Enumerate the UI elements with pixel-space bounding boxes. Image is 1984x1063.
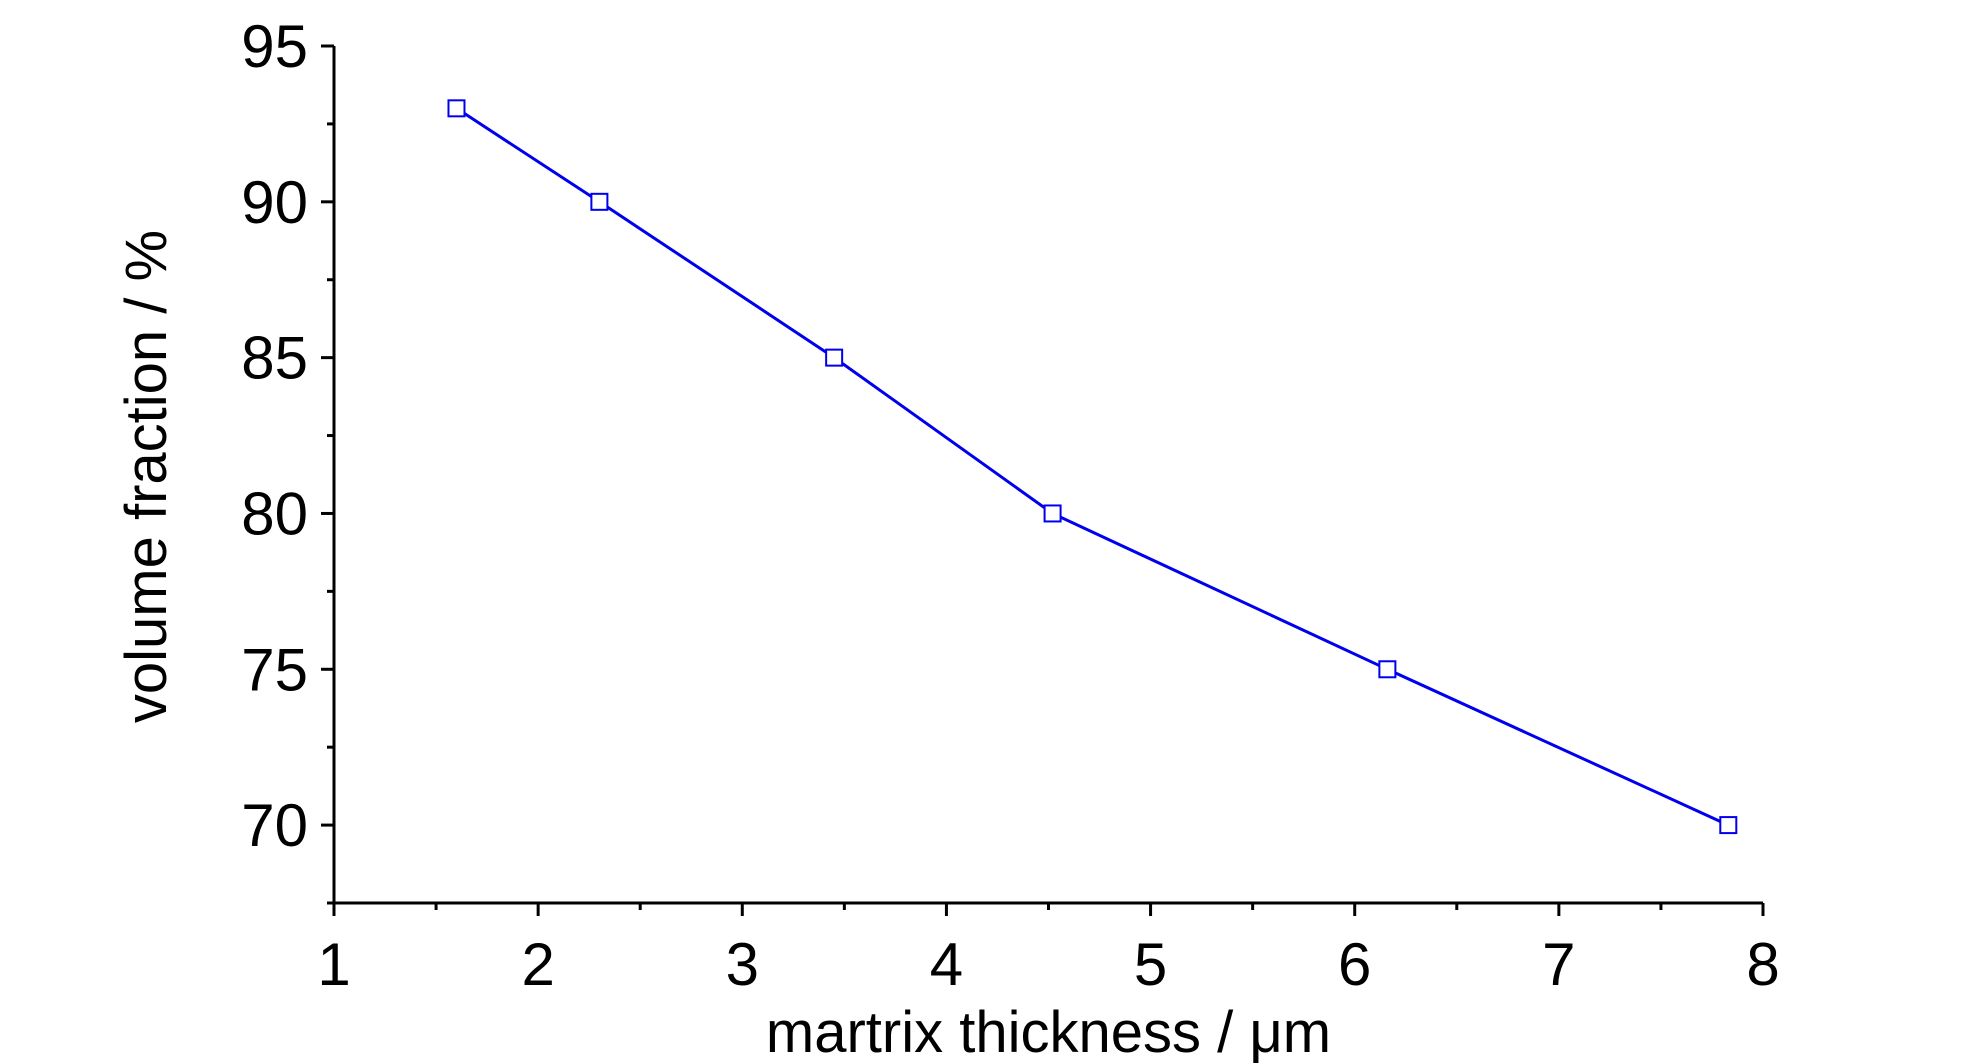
- data-point: [447, 99, 466, 118]
- data-point: [1378, 660, 1397, 679]
- data-point: [1043, 504, 1062, 523]
- y-tick-label: 95: [241, 13, 308, 80]
- x-tick-label: 6: [1338, 931, 1371, 998]
- x-tick-label: 2: [521, 931, 554, 998]
- data-point: [1719, 816, 1738, 835]
- y-axis-ticks: 70 75 80 85 90 95: [241, 13, 334, 905]
- data-point: [590, 192, 609, 211]
- y-tick-label: 75: [241, 636, 308, 703]
- series-layer: [447, 99, 1738, 835]
- y-tick-label: 85: [241, 325, 308, 392]
- x-axis-ticks: 1 2 3 4 5 6 7 8: [317, 903, 1780, 998]
- series-line: [455, 107, 1729, 827]
- x-tick-label: 7: [1542, 931, 1575, 998]
- y-axis-title: volume fraction / %: [114, 230, 179, 723]
- x-tick-label: 8: [1746, 931, 1779, 998]
- y-tick-label: 90: [241, 169, 308, 236]
- y-tick-label: 70: [241, 792, 308, 859]
- x-tick-label: 1: [317, 931, 350, 998]
- y-tick-label: 80: [241, 480, 308, 547]
- data-point: [825, 348, 844, 367]
- x-tick-label: 5: [1134, 931, 1167, 998]
- x-tick-label: 3: [726, 931, 759, 998]
- x-tick-label: 4: [930, 931, 963, 998]
- x-axis-title: martrix thickness / μm: [766, 1000, 1331, 1063]
